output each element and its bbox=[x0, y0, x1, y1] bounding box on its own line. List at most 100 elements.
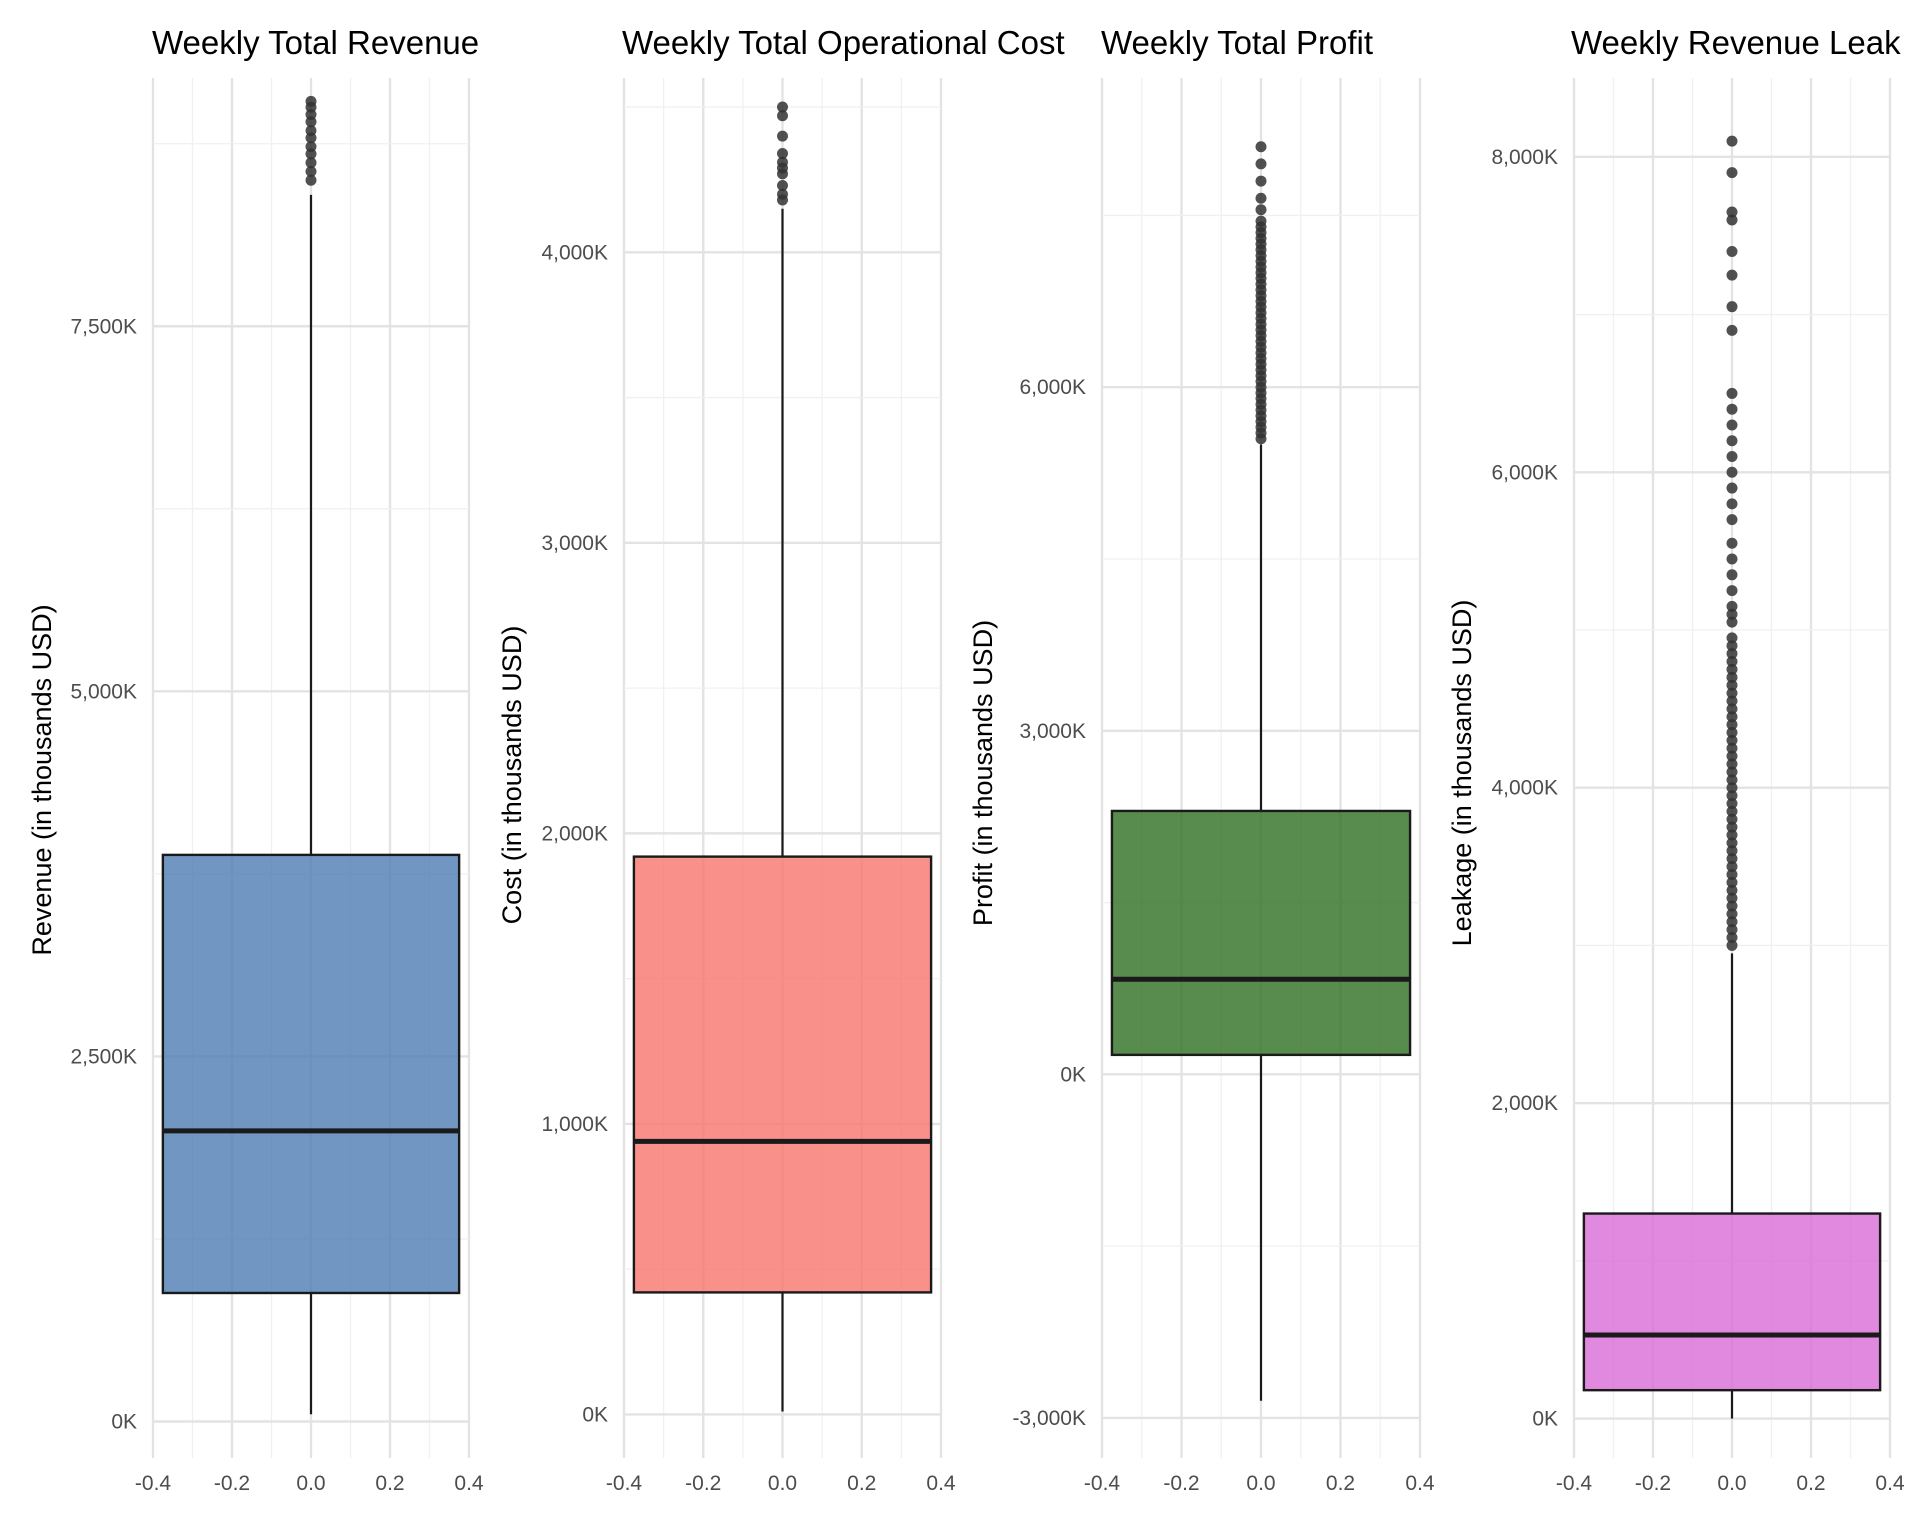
outlier-point bbox=[1726, 656, 1738, 668]
outlier-point bbox=[1726, 892, 1738, 904]
outlier-point bbox=[1726, 403, 1738, 415]
outlier-point bbox=[1726, 734, 1738, 746]
outlier-point bbox=[1726, 813, 1738, 825]
outlier-point bbox=[1726, 569, 1738, 581]
y-axis-label: Profit (in thousands USD) bbox=[968, 620, 998, 926]
x-tick-label: -0.4 bbox=[1556, 1472, 1593, 1495]
y-tick-label: 6,000K bbox=[1019, 376, 1086, 399]
x-tick-label: 0.4 bbox=[454, 1472, 484, 1495]
y-tick-label: 4,000K bbox=[1491, 777, 1558, 800]
y-tick-label: 1,000K bbox=[541, 1113, 608, 1136]
y-axis-label: Revenue (in thousands USD) bbox=[27, 604, 57, 955]
panel-title: Weekly Total Profit bbox=[1101, 24, 1373, 61]
y-tick-label: 2,500K bbox=[70, 1045, 137, 1068]
x-tick-label: 0.2 bbox=[1326, 1472, 1355, 1495]
outlier-point bbox=[1726, 742, 1738, 754]
x-tick-label: -0.2 bbox=[1163, 1472, 1199, 1495]
panel-leakage: Weekly Revenue Leak Leakage (in thousand… bbox=[1447, 24, 1905, 1495]
outlier-point bbox=[1726, 703, 1738, 715]
x-tick-label: 0.4 bbox=[1405, 1472, 1435, 1495]
y-tick-label: 0K bbox=[582, 1403, 608, 1426]
outlier-point bbox=[1726, 466, 1738, 478]
outlier-point bbox=[1726, 797, 1738, 809]
outlier-point bbox=[1726, 608, 1738, 620]
outlier-point bbox=[1726, 663, 1738, 675]
outlier-point bbox=[1726, 845, 1738, 857]
iqr-box bbox=[1110, 809, 1412, 1057]
outlier-point bbox=[777, 156, 788, 168]
iqr-box bbox=[632, 855, 933, 1294]
outlier-point bbox=[1726, 687, 1738, 699]
y-tick-label: 0K bbox=[1060, 1063, 1086, 1086]
outlier-point bbox=[1726, 939, 1738, 951]
outlier-point bbox=[1726, 805, 1738, 817]
outlier-point bbox=[1726, 758, 1738, 770]
outlier-point bbox=[1726, 269, 1738, 281]
outlier-point bbox=[1726, 498, 1738, 510]
y-tick-label: 5,000K bbox=[70, 680, 137, 703]
outlier-point bbox=[777, 148, 788, 160]
outlier-point bbox=[1255, 141, 1267, 153]
outlier-point bbox=[1726, 750, 1738, 762]
y-tick-label: 3,000K bbox=[1019, 720, 1086, 743]
x-tick-label: -0.2 bbox=[685, 1472, 721, 1495]
outlier-point bbox=[777, 188, 788, 200]
outlier-point bbox=[1726, 206, 1738, 218]
outlier-point bbox=[777, 101, 788, 113]
outlier-point bbox=[1255, 158, 1267, 170]
outlier-point bbox=[1726, 585, 1738, 597]
outlier-point bbox=[1726, 884, 1738, 896]
outlier-point bbox=[1726, 774, 1738, 786]
outlier-point bbox=[1726, 419, 1738, 431]
x-tick-label: -0.2 bbox=[214, 1472, 250, 1495]
outlier-point bbox=[1726, 821, 1738, 833]
outlier-point bbox=[305, 157, 317, 169]
outlier-point bbox=[1726, 861, 1738, 873]
iqr-box bbox=[161, 853, 461, 1295]
outlier-point bbox=[1255, 215, 1267, 227]
iqr-box bbox=[1582, 1212, 1882, 1392]
outlier-point bbox=[305, 165, 317, 177]
outlier-point bbox=[1726, 853, 1738, 865]
panel-title: Weekly Revenue Leak bbox=[1571, 24, 1901, 61]
y-tick-label: 0K bbox=[111, 1410, 137, 1433]
y-tick-label: 6,000K bbox=[1491, 461, 1558, 484]
y-tick-label: 2,000K bbox=[1491, 1092, 1558, 1115]
x-tick-label: 0.4 bbox=[1875, 1472, 1905, 1495]
y-tick-label: 7,500K bbox=[70, 315, 137, 338]
outlier-point bbox=[1726, 214, 1738, 226]
y-tick-label: 0K bbox=[1532, 1408, 1558, 1431]
outlier-point bbox=[1726, 900, 1738, 912]
outlier-point bbox=[1726, 616, 1738, 628]
x-tick-label: 0.0 bbox=[1717, 1472, 1746, 1495]
y-tick-label: 4,000K bbox=[541, 241, 608, 264]
outlier-point bbox=[1726, 868, 1738, 880]
outlier-point bbox=[1726, 135, 1738, 147]
outlier-point bbox=[1726, 600, 1738, 612]
x-tick-label: 0.0 bbox=[768, 1472, 797, 1495]
outlier-point bbox=[1726, 387, 1738, 399]
outlier-point bbox=[1726, 324, 1738, 336]
outlier-point bbox=[1726, 837, 1738, 849]
x-tick-label: 0.2 bbox=[1796, 1472, 1825, 1495]
outlier-point bbox=[1726, 482, 1738, 494]
outlier-point bbox=[305, 174, 317, 186]
outlier-point bbox=[305, 141, 317, 153]
outlier-point bbox=[1726, 435, 1738, 447]
y-tick-label: 3,000K bbox=[541, 532, 608, 555]
outlier-point bbox=[1726, 553, 1738, 565]
outlier-point bbox=[1255, 175, 1267, 187]
outlier-point bbox=[1726, 916, 1738, 928]
panel-title: Weekly Total Revenue bbox=[152, 24, 479, 61]
outlier-point bbox=[1726, 695, 1738, 707]
outlier-point bbox=[777, 179, 788, 191]
panel-profit: Weekly Total Profit Profit (in thousands… bbox=[968, 24, 1435, 1495]
outlier-point bbox=[1726, 245, 1738, 257]
outlier-point bbox=[1726, 632, 1738, 644]
outlier-point bbox=[1255, 192, 1267, 204]
y-tick-label: 2,000K bbox=[541, 822, 608, 845]
x-tick-label: -0.2 bbox=[1635, 1472, 1671, 1495]
outlier-point bbox=[1726, 671, 1738, 683]
outlier-point bbox=[1726, 766, 1738, 778]
panel-revenue: Weekly Total Revenue Revenue (in thousan… bbox=[27, 24, 484, 1495]
